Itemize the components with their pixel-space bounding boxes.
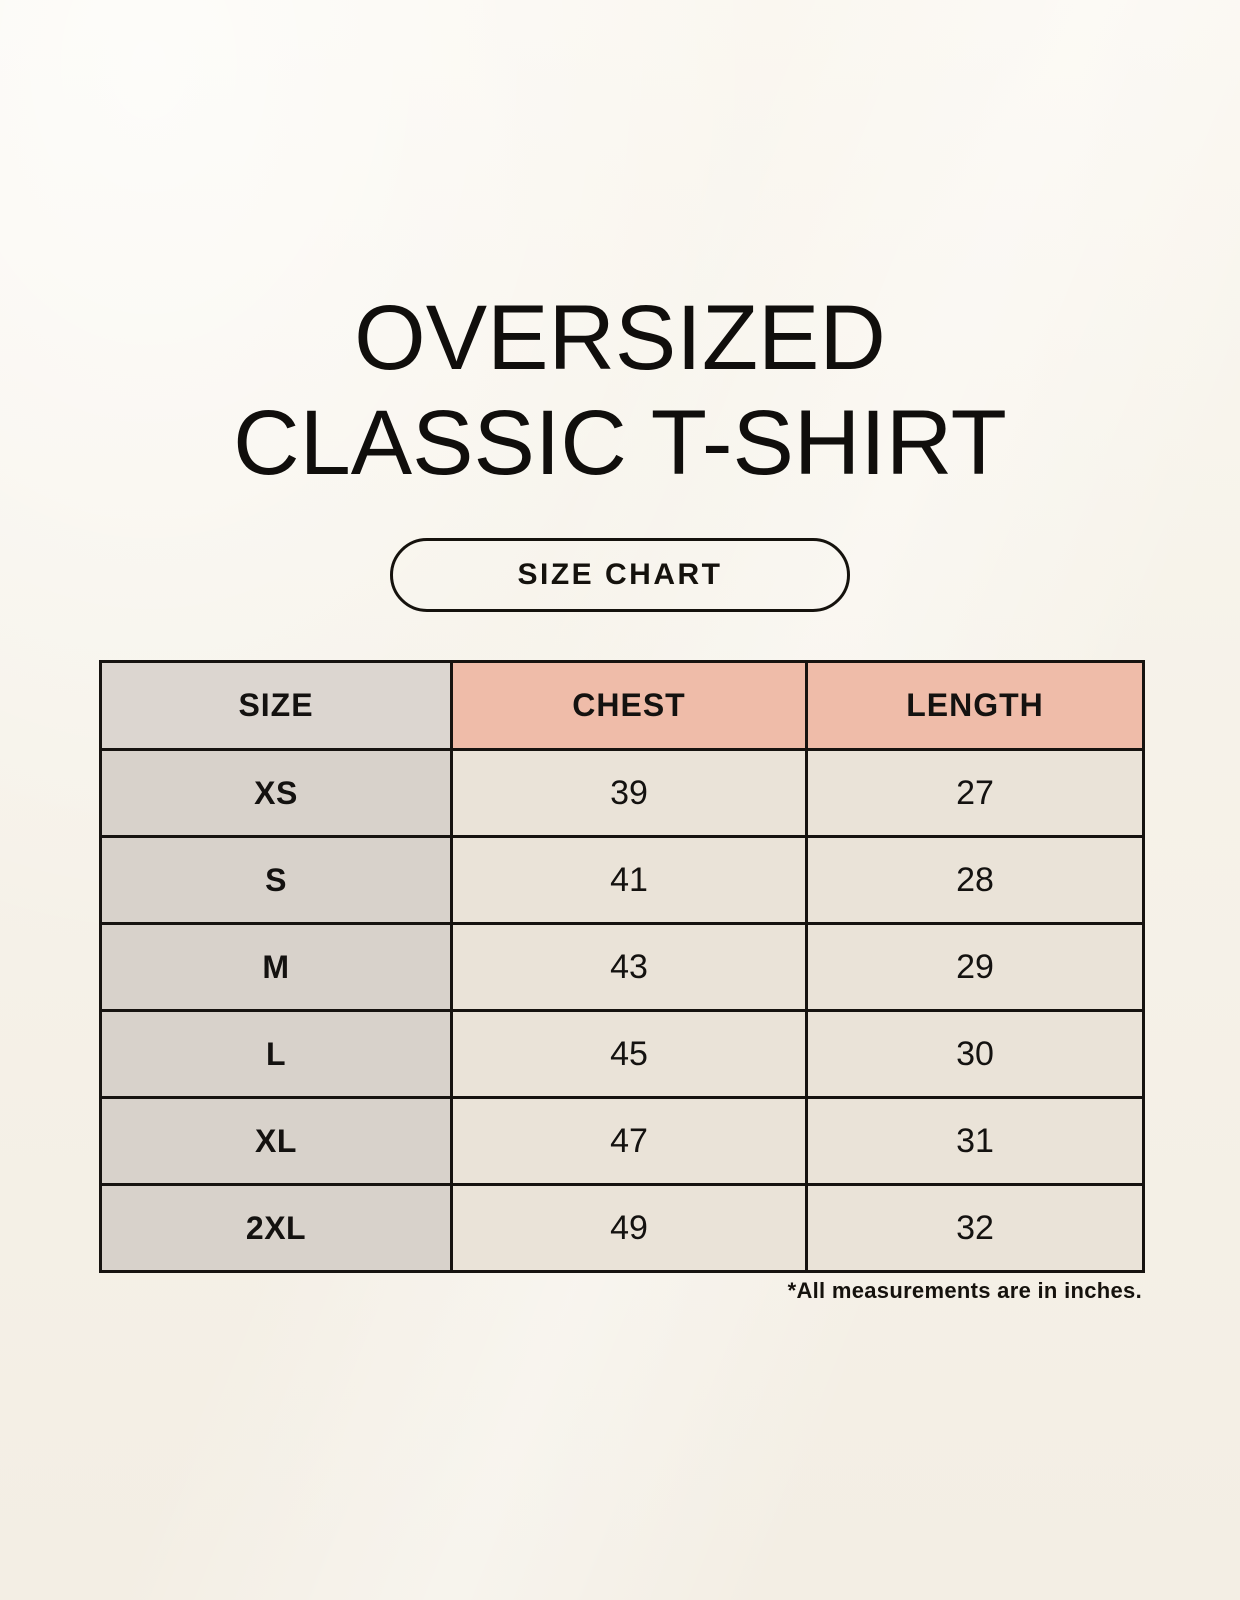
column-header-chest: CHEST bbox=[450, 660, 808, 751]
table-row: XL 47 31 bbox=[99, 1096, 1145, 1186]
size-chart-badge-label: SIZE CHART bbox=[517, 558, 723, 591]
chest-value-cell: 41 bbox=[450, 835, 808, 925]
size-label-cell: S bbox=[99, 835, 453, 925]
length-value-cell: 32 bbox=[805, 1183, 1145, 1273]
chest-value-cell: 43 bbox=[450, 922, 808, 1012]
length-value-cell: 27 bbox=[805, 748, 1145, 838]
chest-value-cell: 47 bbox=[450, 1096, 808, 1186]
measurements-footnote: *All measurements are in inches. bbox=[787, 1278, 1142, 1303]
size-label-cell: 2XL bbox=[99, 1183, 453, 1273]
table-header-row: SIZE CHEST LENGTH bbox=[99, 660, 1145, 751]
length-value-cell: 31 bbox=[805, 1096, 1145, 1186]
size-label-cell: XS bbox=[99, 748, 453, 838]
size-table-body: XS 39 27 S 41 28 M 43 29 L 45 30 XL 47 31 2XL 49 32 bbox=[99, 748, 1145, 1273]
table-row: S 41 28 bbox=[99, 835, 1145, 925]
column-header-length: LENGTH bbox=[805, 660, 1145, 751]
size-chart-table: SIZE CHEST LENGTH XS 39 27 S 41 28 M 43 29 L 45 30 X… bbox=[99, 660, 1145, 1273]
length-value-cell: 28 bbox=[805, 835, 1145, 925]
size-chart-badge[interactable]: SIZE CHART bbox=[390, 538, 850, 612]
length-value-cell: 30 bbox=[805, 1009, 1145, 1099]
chest-value-cell: 39 bbox=[450, 748, 808, 838]
size-label-cell: M bbox=[99, 922, 453, 1012]
table-row: L 45 30 bbox=[99, 1009, 1145, 1099]
size-label-cell: XL bbox=[99, 1096, 453, 1186]
table-row: XS 39 27 bbox=[99, 748, 1145, 838]
page-title-line2: CLASSIC T-SHIRT bbox=[233, 392, 1007, 494]
table-row: 2XL 49 32 bbox=[99, 1183, 1145, 1273]
table-row: M 43 29 bbox=[99, 922, 1145, 1012]
size-label-cell: L bbox=[99, 1009, 453, 1099]
column-header-size: SIZE bbox=[99, 660, 453, 751]
page-title: OVERSIZED CLASSIC T-SHIRT bbox=[0, 286, 1240, 496]
length-value-cell: 29 bbox=[805, 922, 1145, 1012]
chest-value-cell: 45 bbox=[450, 1009, 808, 1099]
chest-value-cell: 49 bbox=[450, 1183, 808, 1273]
page-title-line1: OVERSIZED bbox=[354, 287, 886, 389]
